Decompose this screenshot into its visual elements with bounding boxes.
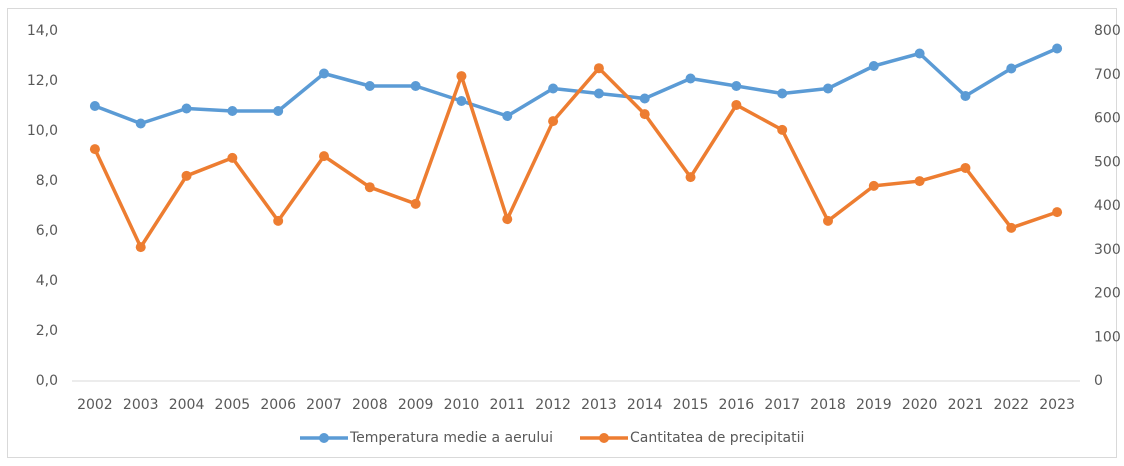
y2-tick-label: 300 (1094, 242, 1121, 258)
y2-tick-label: 800 (1094, 23, 1121, 39)
chart-frame (7, 8, 1117, 458)
series-marker (273, 215, 284, 226)
series-marker (960, 162, 971, 173)
y-tick-label: 10,0 (27, 123, 58, 139)
series-marker (548, 83, 559, 94)
series-marker (1052, 43, 1063, 54)
series-marker (1006, 222, 1017, 233)
series-marker (731, 81, 742, 91)
y2-tick-label: 0 (1094, 373, 1103, 389)
series-marker (364, 81, 375, 91)
series-marker (227, 106, 238, 116)
x-tick-label: 2022 (993, 397, 1029, 413)
y2-tick-label: 500 (1094, 154, 1121, 170)
series-marker (914, 176, 925, 187)
series-marker (227, 152, 238, 163)
series-marker (639, 93, 650, 104)
series-marker (135, 118, 146, 129)
series-marker (89, 101, 100, 111)
x-tick-label: 2016 (719, 397, 755, 413)
x-tick-label: 2021 (948, 397, 984, 413)
x-tick-label: 2015 (673, 397, 709, 413)
series-marker (548, 116, 559, 127)
series-marker (410, 198, 421, 209)
series-marker (181, 103, 192, 114)
x-tick-label: 2023 (1039, 397, 1075, 413)
series-marker (868, 61, 879, 71)
series-marker (914, 48, 925, 59)
series-marker (502, 111, 513, 121)
y-tick-label: 14,0 (27, 23, 58, 39)
y2-tick-label: 600 (1094, 111, 1121, 127)
series-marker (868, 180, 879, 191)
x-tick-label: 2002 (77, 397, 113, 413)
series-marker (456, 71, 467, 82)
y-tick-label: 4,0 (36, 273, 58, 289)
series-marker (364, 182, 375, 193)
x-tick-label: 2019 (856, 397, 892, 413)
y2-tick-label: 100 (1094, 329, 1121, 345)
series-marker (1052, 207, 1063, 218)
x-tick-label: 2008 (352, 397, 388, 413)
series-marker (181, 170, 192, 181)
series-marker (777, 124, 788, 135)
x-tick-label: 2020 (902, 397, 938, 413)
x-tick-label: 2007 (306, 397, 342, 413)
x-tick-label: 2003 (123, 397, 159, 413)
series-marker (777, 88, 788, 99)
x-tick-label: 2014 (627, 397, 663, 413)
x-tick-label: 2018 (810, 397, 846, 413)
y-tick-label: 12,0 (27, 73, 58, 89)
series-marker (89, 144, 100, 155)
y-tick-label: 2,0 (36, 323, 58, 339)
legend-label: Temperatura medie a aerului (349, 430, 553, 446)
x-tick-label: 2006 (260, 397, 296, 413)
x-tick-label: 2012 (535, 397, 571, 413)
legend-label: Cantitatea de precipitatii (630, 430, 804, 446)
series-marker (639, 109, 650, 120)
y2-tick-label: 200 (1094, 286, 1121, 302)
y2-tick-label: 700 (1094, 67, 1121, 83)
x-tick-label: 2017 (764, 397, 800, 413)
series-marker (593, 63, 604, 74)
series-marker (823, 215, 833, 226)
x-tick-label: 2010 (444, 397, 480, 413)
x-tick-label: 2009 (398, 397, 434, 413)
series-marker (410, 81, 421, 91)
series-line (93, 66, 1058, 249)
y-tick-label: 8,0 (36, 173, 58, 189)
series-marker (1006, 63, 1017, 74)
series-marker (685, 172, 696, 183)
series-marker (319, 68, 329, 79)
y-tick-label: 0,0 (36, 373, 58, 389)
series-marker (960, 91, 971, 101)
series-marker (731, 99, 742, 110)
series-line (94, 46, 1058, 126)
legend-marker (319, 433, 329, 443)
series-marker (273, 106, 284, 116)
x-tick-label: 2004 (169, 397, 205, 413)
y-tick-label: 6,0 (36, 223, 58, 239)
series-marker (823, 83, 833, 94)
legend-marker (599, 433, 609, 443)
series-marker (456, 96, 467, 106)
x-tick-label: 2013 (581, 397, 617, 413)
series-marker (502, 214, 513, 225)
y2-tick-label: 400 (1094, 198, 1121, 214)
x-tick-label: 2011 (489, 397, 525, 413)
series-marker (135, 242, 146, 253)
series-marker (319, 151, 329, 162)
series-marker (685, 73, 696, 84)
x-tick-label: 2005 (215, 397, 251, 413)
series-marker (593, 88, 604, 99)
